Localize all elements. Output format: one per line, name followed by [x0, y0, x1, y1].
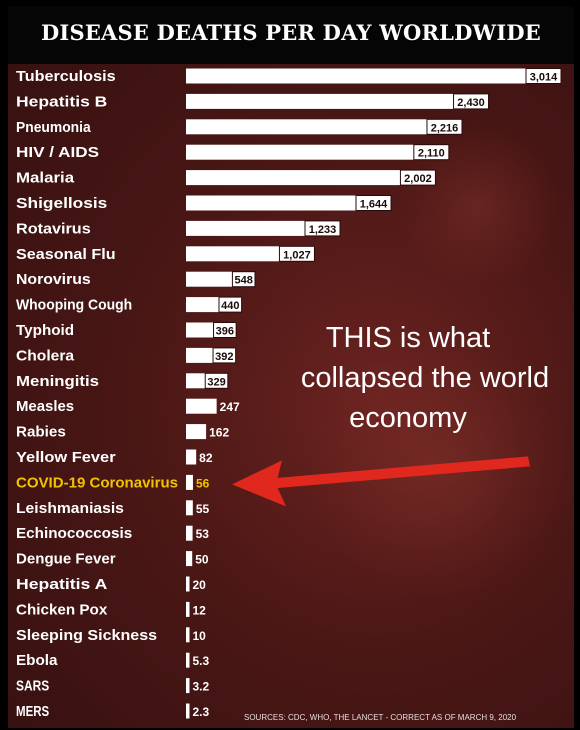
category-label: Seasonal Flu: [16, 246, 116, 263]
category-label: MERS: [16, 703, 49, 720]
value-label: 329: [207, 376, 225, 388]
value-label: 5.3: [193, 654, 210, 668]
value-label: 1,027: [283, 249, 311, 261]
bar: [186, 424, 207, 440]
bar: [186, 551, 193, 567]
value-label: 82: [199, 451, 213, 465]
value-label-box: [212, 347, 237, 364]
value-label: 2,430: [457, 97, 485, 109]
title-bar: DISEASE DEATHS PER DAY WORLDWIDE: [8, 6, 574, 64]
value-label-box: [453, 93, 490, 110]
category-label: Chicken Pox: [16, 601, 108, 618]
category-label: Cholera: [16, 347, 75, 364]
category-label: Hepatitis A: [16, 576, 107, 593]
bar: [186, 398, 217, 414]
arrow-head: [232, 460, 286, 507]
value-label: 440: [221, 300, 239, 312]
category-label: Malaria: [16, 170, 75, 187]
category-label: Norovirus: [16, 271, 91, 288]
callout-line-2: collapsed the world: [300, 362, 550, 394]
bar: [186, 576, 190, 592]
value-label: 20: [193, 578, 207, 592]
category-label: HIV / AIDS: [16, 144, 99, 161]
value-label: 56: [196, 476, 210, 490]
value-label: 2,002: [404, 173, 432, 185]
category-label: Whooping Cough: [16, 297, 132, 314]
value-label-box: [355, 195, 392, 211]
value-label-box: [218, 296, 243, 313]
value-label: 2,216: [431, 122, 459, 134]
value-label: 1,644: [360, 199, 388, 211]
chart-title: DISEASE DEATHS PER DAY WORLDWIDE: [41, 20, 541, 45]
value-label: 3.2: [193, 680, 210, 694]
value-label-box: [399, 169, 436, 186]
category-label: Typhoid: [16, 322, 74, 339]
callout-line-1: THIS is what: [325, 322, 491, 354]
value-label: 548: [235, 275, 253, 287]
category-label: Meningitis: [16, 373, 99, 390]
bar: [186, 703, 190, 719]
value-label-box: [525, 68, 562, 84]
bar: [186, 119, 461, 135]
value-label: 10: [193, 629, 207, 643]
bar: [186, 500, 193, 516]
category-label: Rabies: [16, 424, 66, 441]
bar: [186, 601, 190, 617]
value-label-box: [304, 220, 341, 237]
category-label: Yellow Fever: [16, 449, 116, 466]
bar: [186, 474, 193, 490]
value-label-box: [204, 372, 229, 389]
bar: [186, 68, 560, 84]
bar: [186, 144, 448, 160]
value-label-box: [426, 118, 463, 135]
value-label: 2,110: [418, 148, 445, 160]
arrow-shaft: [260, 456, 530, 490]
bar: [186, 652, 190, 668]
sources-note: SOURCES: CDC, WHO, THE LANCET - CORRECT …: [244, 713, 517, 722]
bar: [186, 93, 488, 109]
bar: [186, 195, 390, 211]
bar: [186, 449, 197, 465]
category-label: Shigellosis: [16, 195, 107, 212]
value-label: 162: [209, 426, 229, 440]
bar: [186, 170, 435, 186]
category-label: Echinococcosis: [16, 525, 132, 542]
bar: [186, 220, 339, 236]
value-label: 247: [220, 400, 240, 414]
callout-line-3: economy: [349, 402, 467, 434]
value-label: 1,233: [309, 224, 337, 236]
bar: [186, 627, 190, 643]
category-label: Leishmaniasis: [16, 500, 124, 517]
category-label: Hepatitis B: [16, 93, 107, 110]
category-label: Tuberculosis: [16, 68, 116, 85]
value-label: 50: [195, 553, 209, 567]
category-label: SARS: [16, 678, 49, 695]
category-label: Dengue Fever: [16, 551, 116, 568]
category-label: Pneumonia: [16, 119, 91, 136]
value-label: 2.3: [193, 705, 210, 719]
category-label: Sleeping Sickness: [16, 627, 157, 644]
value-label: 392: [215, 351, 233, 363]
arrow-annotation: [232, 456, 530, 507]
category-label: Ebola: [16, 652, 58, 669]
bar: [186, 525, 193, 541]
value-label: 3,014: [530, 72, 558, 84]
category-label: COVID-19 Coronavirus: [16, 474, 178, 491]
callout-text: THIS is what collapsed the world economy: [290, 318, 560, 438]
value-label-box: [231, 271, 256, 288]
value-label-box: [213, 322, 237, 338]
value-label: 53: [196, 527, 210, 541]
bar: [186, 678, 190, 694]
value-label: 55: [196, 502, 210, 516]
value-label: 396: [216, 326, 234, 338]
category-label: Rotavirus: [16, 220, 91, 237]
value-label-box: [413, 144, 450, 161]
category-label: Measles: [16, 398, 74, 415]
value-label-box: [278, 245, 315, 262]
value-label: 12: [193, 603, 207, 617]
